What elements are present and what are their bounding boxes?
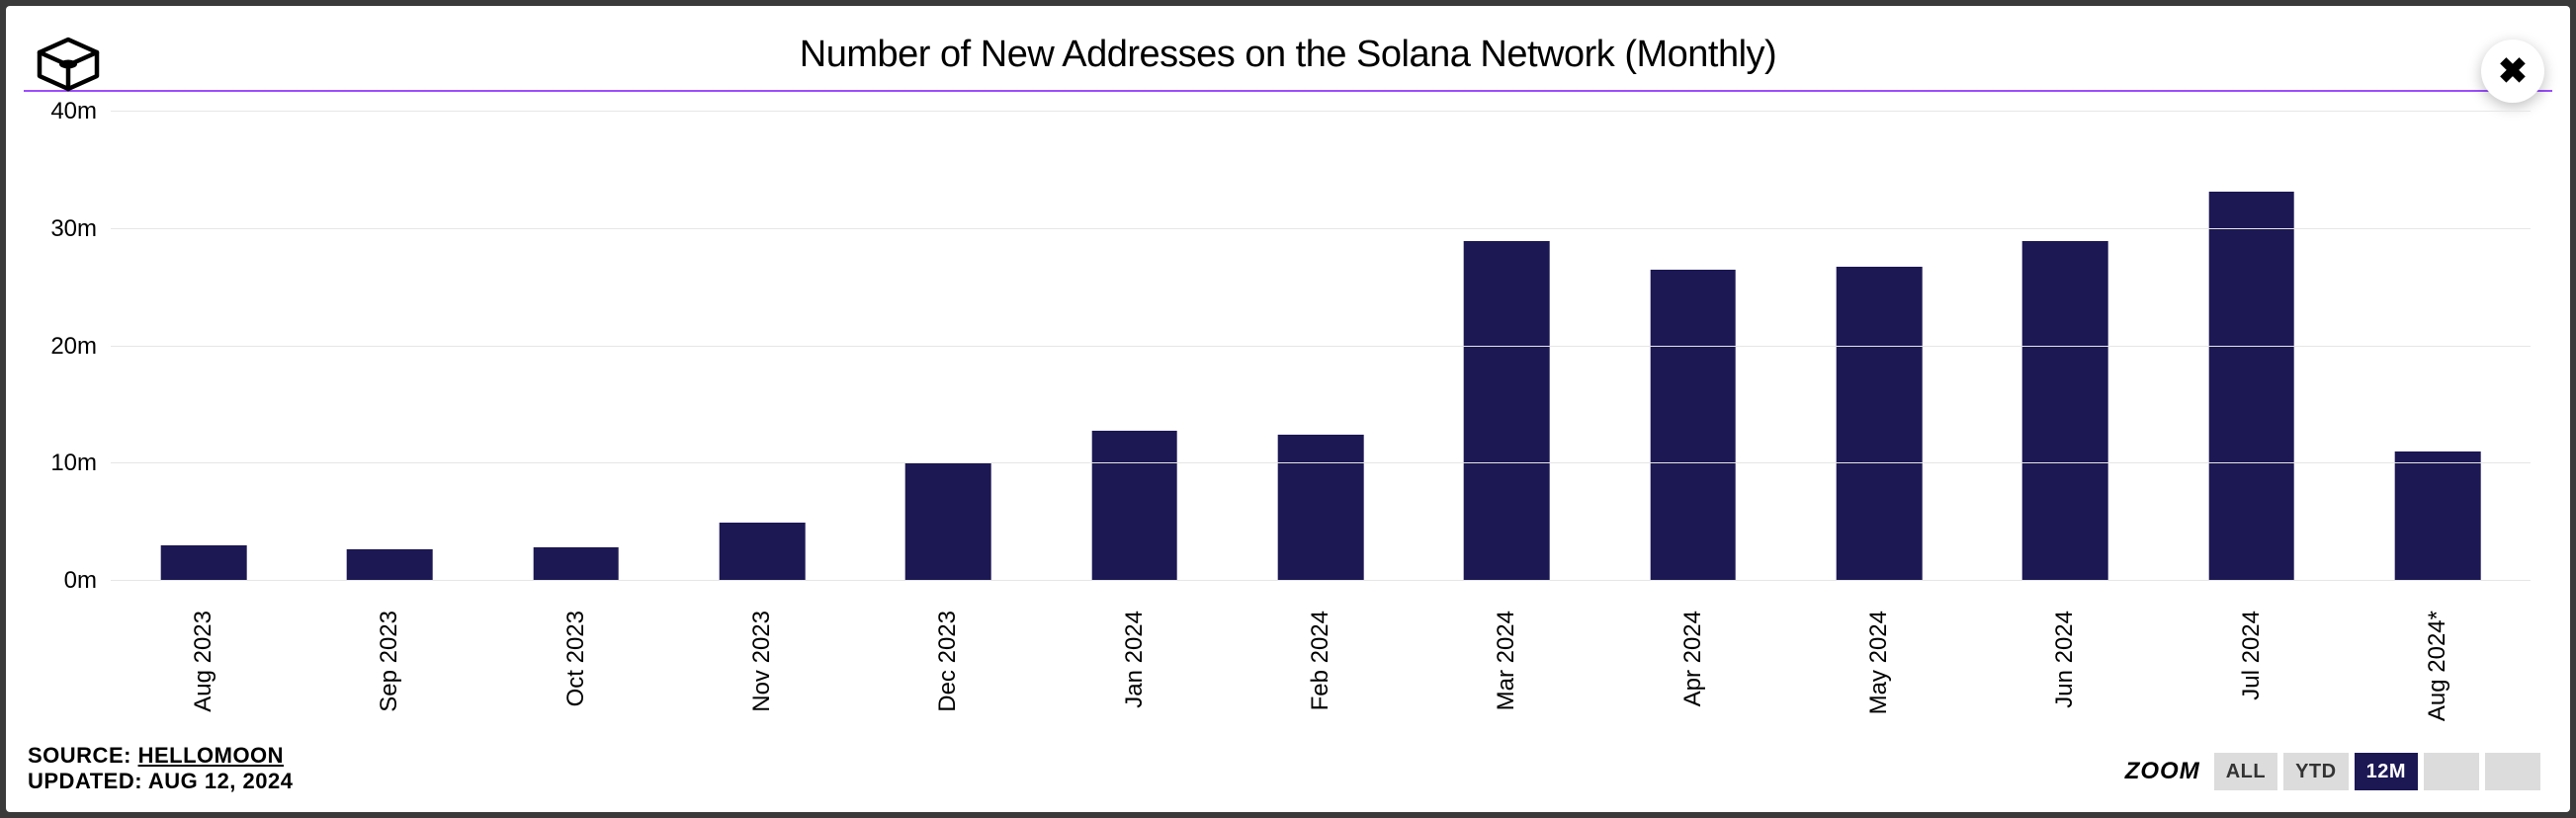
bar-slot: Jun 2024 bbox=[1972, 112, 2158, 581]
source-prefix: SOURCE: bbox=[28, 743, 138, 768]
bar-slot: Sep 2023 bbox=[297, 112, 482, 581]
updated-prefix: UPDATED: bbox=[28, 769, 148, 793]
x-axis-label: Jun 2024 bbox=[2051, 593, 2079, 708]
bar bbox=[2208, 192, 2294, 581]
x-axis-label: Jul 2024 bbox=[2238, 593, 2266, 700]
header: Number of New Addresses on the Solana Ne… bbox=[6, 6, 2570, 90]
bar bbox=[2395, 451, 2481, 581]
bar-slot: Apr 2024 bbox=[1600, 112, 1786, 581]
bar bbox=[1464, 241, 1550, 581]
gridline bbox=[111, 111, 2531, 112]
accent-rule bbox=[24, 90, 2552, 92]
chart-title: Number of New Addresses on the Solana Ne… bbox=[36, 34, 2540, 76]
bar bbox=[2022, 241, 2108, 581]
x-axis-label: Aug 2023 bbox=[190, 593, 217, 712]
brand-logo bbox=[36, 36, 101, 98]
bar bbox=[1650, 270, 1736, 581]
zoom-label: ZOOM bbox=[2125, 758, 2200, 785]
x-axis-label: Mar 2024 bbox=[1493, 593, 1520, 710]
x-axis-label: Nov 2023 bbox=[748, 593, 776, 712]
y-axis-label: 20m bbox=[50, 333, 111, 361]
bar bbox=[1837, 267, 1923, 581]
zoom-buttons: ALLYTD12M bbox=[2214, 753, 2540, 790]
bars-container: Aug 2023Sep 2023Oct 2023Nov 2023Dec 2023… bbox=[111, 112, 2531, 581]
x-axis-label: May 2024 bbox=[1865, 593, 1893, 714]
bar bbox=[720, 523, 806, 581]
chart-area: Aug 2023Sep 2023Oct 2023Nov 2023Dec 2023… bbox=[26, 112, 2531, 729]
gridline bbox=[111, 346, 2531, 347]
y-axis-label: 30m bbox=[50, 215, 111, 243]
bar bbox=[905, 463, 991, 581]
footer: SOURCE: HELLOMOON UPDATED: AUG 12, 2024 … bbox=[6, 739, 2570, 812]
zoom-button-blank[interactable] bbox=[2485, 753, 2540, 790]
gridline bbox=[111, 228, 2531, 229]
bar-slot: Nov 2023 bbox=[669, 112, 855, 581]
x-axis-label: Oct 2023 bbox=[562, 593, 590, 706]
close-button[interactable]: ✖ bbox=[2481, 40, 2544, 103]
bar-slot: Jan 2024 bbox=[1042, 112, 1228, 581]
bar-slot: Feb 2024 bbox=[1228, 112, 1414, 581]
zoom-button-ytd[interactable]: YTD bbox=[2283, 753, 2349, 790]
plot-region: Aug 2023Sep 2023Oct 2023Nov 2023Dec 2023… bbox=[111, 112, 2531, 581]
source-link[interactable]: HELLOMOON bbox=[138, 743, 285, 768]
y-axis-label: 40m bbox=[50, 98, 111, 125]
bar-slot: Oct 2023 bbox=[483, 112, 669, 581]
bar-slot: Aug 2023 bbox=[111, 112, 297, 581]
zoom-button-12m[interactable]: 12M bbox=[2355, 753, 2418, 790]
y-axis-label: 10m bbox=[50, 450, 111, 477]
chart-card: Number of New Addresses on the Solana Ne… bbox=[6, 6, 2570, 812]
zoom-button-blank[interactable] bbox=[2424, 753, 2479, 790]
bar-slot: Jul 2024 bbox=[2158, 112, 2344, 581]
x-axis-label: Apr 2024 bbox=[1679, 593, 1707, 706]
bar bbox=[161, 545, 247, 581]
bar-slot: May 2024 bbox=[1786, 112, 1972, 581]
cube-icon bbox=[36, 36, 101, 93]
close-icon: ✖ bbox=[2498, 50, 2528, 92]
gridline bbox=[111, 462, 2531, 463]
x-axis-label: Feb 2024 bbox=[1307, 593, 1334, 710]
bar bbox=[1278, 435, 1364, 581]
zoom-controls: ZOOM ALLYTD12M bbox=[2125, 753, 2540, 790]
x-axis-label: Jan 2024 bbox=[1121, 593, 1149, 708]
bar bbox=[1091, 431, 1177, 581]
updated-value: AUG 12, 2024 bbox=[148, 769, 294, 793]
x-axis-label: Sep 2023 bbox=[376, 593, 403, 712]
y-axis-label: 0m bbox=[64, 567, 111, 595]
bar-slot: Mar 2024 bbox=[1414, 112, 1599, 581]
x-axis-label: Aug 2024* bbox=[2424, 593, 2451, 721]
bar-slot: Aug 2024* bbox=[2345, 112, 2531, 581]
gridline bbox=[111, 580, 2531, 581]
bar bbox=[533, 547, 619, 581]
zoom-button-all[interactable]: ALL bbox=[2214, 753, 2277, 790]
bar-slot: Dec 2023 bbox=[855, 112, 1041, 581]
bar bbox=[347, 549, 433, 581]
x-axis-label: Dec 2023 bbox=[934, 593, 962, 712]
